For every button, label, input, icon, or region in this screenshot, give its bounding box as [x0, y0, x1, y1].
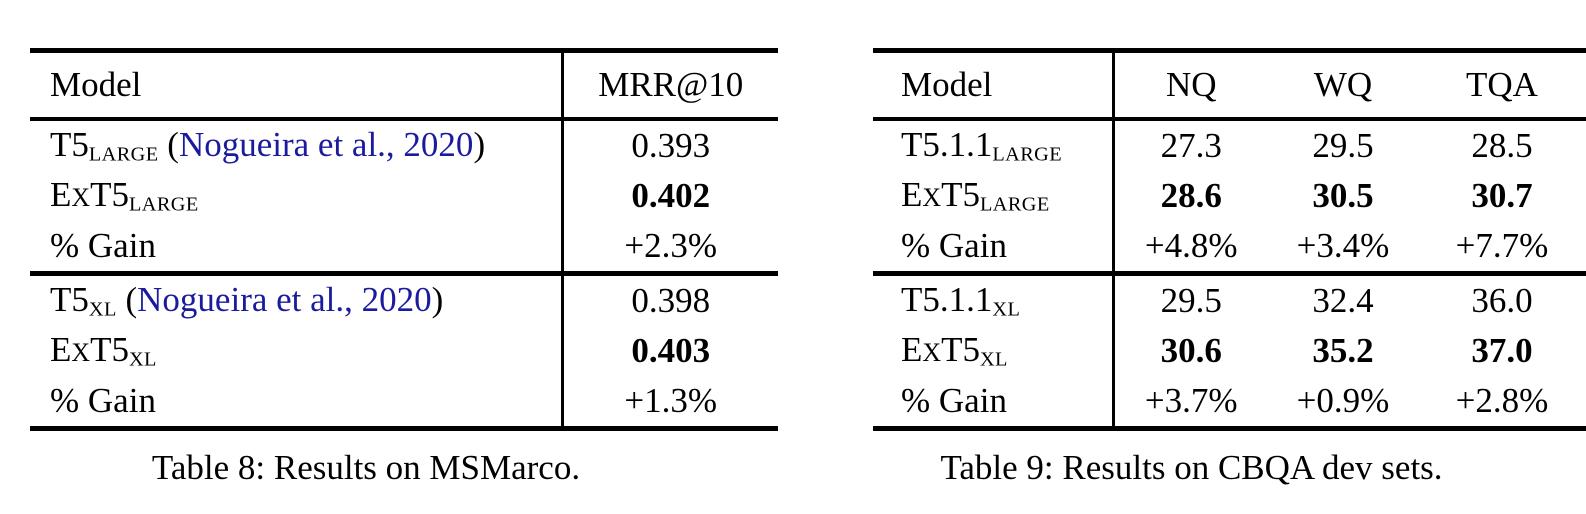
gain-label: % Gain — [901, 226, 1007, 265]
model-name-smallcap-x: X — [71, 183, 91, 213]
model-cell: EXT5XL — [30, 326, 562, 376]
model-name: E — [50, 175, 72, 215]
model-name: T5 — [90, 175, 129, 215]
model-name-smallcap-x: X — [71, 338, 91, 368]
citation-link[interactable]: Nogueira et al., 2020 — [137, 280, 432, 320]
table-row-ext5-large: EXT5LARGE 28.6 30.5 30.7 — [873, 171, 1586, 221]
table-row-t5-large: T5LARGE (Nogueira et al., 2020) 0.393 — [30, 119, 778, 171]
table-row-gain: % Gain +3.7% +0.9% +2.8% — [873, 376, 1586, 429]
model-cell: T5LARGE (Nogueira et al., 2020) — [30, 119, 562, 171]
table-row-gain: % Gain +1.3% — [30, 376, 778, 429]
value-cell: 27.3 — [1111, 119, 1268, 171]
gain-label: % Gain — [901, 381, 1007, 420]
model-name: T5 — [941, 330, 980, 370]
value-cell: 29.5 — [1312, 126, 1374, 165]
value-cell: +0.9% — [1296, 381, 1390, 420]
table9-figure: Model NQ WQ TQA T5.1.1LARGE 27.3 29.5 28… — [873, 48, 1586, 488]
model-cell: EXT5XL — [873, 326, 1113, 376]
table8-header-row: Model MRR@10 — [30, 50, 778, 121]
value-cell: +3.7% — [1111, 376, 1268, 429]
value-cell: 28.6 — [1111, 171, 1268, 221]
value-cell: 0.398 — [560, 271, 778, 326]
value-cell: 37.0 — [1471, 331, 1533, 370]
value-cell: 36.0 — [1418, 271, 1586, 326]
model-size-subscript: XL — [992, 298, 1021, 321]
table9-results-cbqa: Model NQ WQ TQA T5.1.1LARGE 27.3 29.5 28… — [873, 48, 1586, 431]
model-cell: T5.1.1XL — [873, 271, 1113, 326]
table9-header-tqa: TQA — [1418, 50, 1586, 121]
model-name: T5.1.1 — [901, 125, 993, 165]
model-size-subscript: XL — [128, 348, 157, 371]
value-cell: 29.5 — [1111, 271, 1268, 326]
value-cell: 0.403 — [560, 326, 778, 376]
table8-figure: Model MRR@10 T5LARGE (Nogueira et al., 2… — [30, 48, 778, 488]
model-cell: EXT5LARGE — [30, 171, 562, 221]
model-size-subscript: LARGE — [128, 193, 199, 216]
table8-caption: Table 8: Results on MSMarco. — [151, 448, 581, 487]
model-name: T5 — [50, 280, 89, 320]
gain-label: % Gain — [50, 381, 156, 420]
table8-header-mrr10: MRR@10 — [560, 50, 778, 121]
table-row-ext5-large: EXT5LARGE 0.402 — [30, 171, 778, 221]
table-row-ext5-xl: EXT5XL 30.6 35.2 37.0 — [873, 326, 1586, 376]
value-cell: 0.393 — [560, 119, 778, 171]
table-row-gain: % Gain +2.3% — [30, 221, 778, 274]
model-size-subscript: LARGE — [979, 193, 1050, 216]
value-cell: +7.7% — [1455, 226, 1549, 265]
model-name: E — [901, 175, 923, 215]
citation-paren-open: ( — [158, 125, 179, 165]
value-cell: 30.6 — [1111, 326, 1268, 376]
model-size-subscript: LARGE — [88, 143, 159, 166]
value-cell: 30.7 — [1471, 176, 1533, 215]
value-cell: +4.8% — [1111, 221, 1268, 274]
value-cell: +3.4% — [1296, 226, 1390, 265]
table9-header-wq: WQ — [1268, 50, 1418, 121]
table8-header-model: Model — [30, 50, 562, 121]
model-name: T5 — [90, 330, 129, 370]
value-cell: 0.402 — [560, 171, 778, 221]
value-cell: 28.5 — [1471, 126, 1533, 165]
table-row-t5-xl: T5XL (Nogueira et al., 2020) 0.398 — [30, 271, 778, 326]
model-name-smallcap-x: X — [922, 183, 942, 213]
value-cell: +2.3% — [560, 221, 778, 274]
citation-paren-close: ) — [431, 280, 444, 320]
value-cell: 30.5 — [1312, 176, 1374, 215]
model-name: E — [50, 330, 72, 370]
table-row-t511-large: T5.1.1LARGE 27.3 29.5 28.5 — [873, 119, 1586, 171]
table9-header-nq: NQ — [1111, 50, 1268, 121]
model-name: T5.1.1 — [901, 280, 993, 320]
value-cell: 32.4 — [1268, 271, 1418, 326]
model-cell: EXT5LARGE — [873, 171, 1113, 221]
table9-header-row: Model NQ WQ TQA — [873, 50, 1586, 121]
value-cell: +1.3% — [560, 376, 778, 429]
table-row-t511-xl: T5.1.1XL 29.5 32.4 36.0 — [873, 271, 1586, 326]
model-cell: T5XL (Nogueira et al., 2020) — [30, 271, 562, 326]
gain-label: % Gain — [50, 226, 156, 265]
model-name: T5 — [941, 175, 980, 215]
model-name: E — [901, 330, 923, 370]
citation-paren-close: ) — [473, 125, 486, 165]
table9-header-model: Model — [873, 50, 1113, 121]
model-name: T5 — [50, 125, 89, 165]
value-cell: 35.2 — [1312, 331, 1374, 370]
model-cell: T5.1.1LARGE — [873, 119, 1113, 171]
citation-link[interactable]: Nogueira et al., 2020 — [178, 125, 474, 165]
model-size-subscript: XL — [979, 348, 1008, 371]
model-size-subscript: LARGE — [992, 143, 1063, 166]
value-cell: +2.8% — [1455, 381, 1549, 420]
model-size-subscript: XL — [88, 298, 117, 321]
model-name-smallcap-x: X — [922, 338, 942, 368]
table-row-gain: % Gain +4.8% +3.4% +7.7% — [873, 221, 1586, 274]
citation-paren-open: ( — [116, 280, 138, 320]
table8-results-msmarco: Model MRR@10 T5LARGE (Nogueira et al., 2… — [30, 48, 778, 431]
table9-caption: Table 9: Results on CBQA dev sets. — [940, 448, 1443, 487]
table-row-ext5-xl: EXT5XL 0.403 — [30, 326, 778, 376]
